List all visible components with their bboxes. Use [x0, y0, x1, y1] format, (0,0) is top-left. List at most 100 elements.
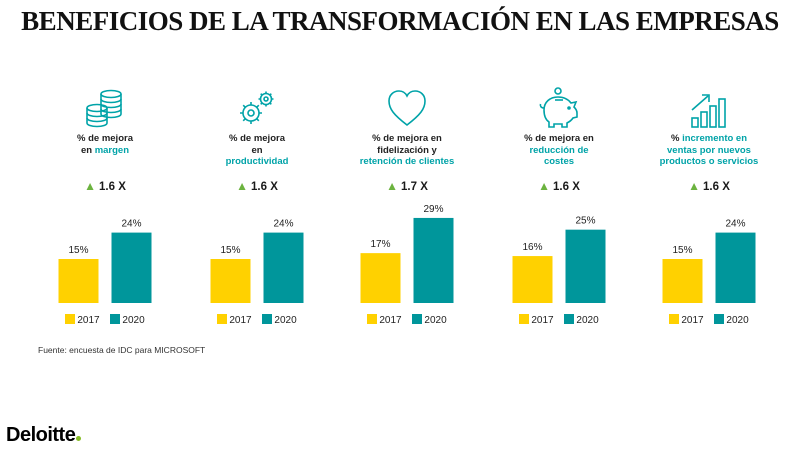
- gears-icon: [234, 86, 280, 132]
- caption-pre: % de mejora en: [77, 133, 133, 156]
- panel-productivity: % de mejora en productividad ▲ 1.6 X 15% 24%…: [179, 78, 335, 338]
- brand-name: Deloitte: [6, 424, 76, 446]
- legend: 2017 2020: [631, 314, 787, 326]
- bar-chart-svg: 17% 29%: [360, 204, 454, 303]
- legend-label-2020: 2020: [576, 315, 599, 326]
- caption: % de mejora en productividad: [179, 133, 335, 168]
- legend-label-2020: 2020: [122, 315, 145, 326]
- caption: % incremento en ventas por nuevos producto…: [631, 133, 787, 168]
- panel-costs: % de mejora en reducción de costes ▲ 1.6 X …: [481, 78, 637, 338]
- growth-chart-icon: [686, 86, 732, 132]
- page-title: BENEFICIOS DE LA TRANSFORMACIÓN EN LAS E…: [21, 6, 779, 36]
- caption-highlight: margen: [94, 144, 130, 156]
- panel-loyalty: % de mejora en fidelización y retención de…: [329, 78, 485, 338]
- multiplier-value: 1.6 X: [553, 181, 580, 193]
- panel-sales: % incremento en ventas por nuevos producto…: [631, 78, 787, 338]
- caption-pre: %: [670, 133, 683, 144]
- caption-post: costes: [543, 156, 575, 167]
- bar-label-2020: 24%: [121, 219, 141, 230]
- bar-2017: [360, 253, 401, 303]
- multiplier: ▲ 1.6 X: [631, 179, 787, 193]
- coins-stack-icon: [82, 86, 128, 132]
- caption: % de mejora en reducción de costes: [481, 133, 637, 168]
- multiplier-value: 1.6 X: [703, 181, 730, 193]
- caption-pre: % de mejora en fidelización y: [372, 133, 442, 156]
- bar-label-2020: 24%: [273, 219, 293, 230]
- legend-label-2017: 2017: [229, 315, 252, 326]
- bar-label-2020: 29%: [423, 204, 443, 215]
- bar-2017: [512, 256, 553, 303]
- legend-label-2017: 2017: [77, 315, 100, 326]
- legend-swatch-2020: [564, 314, 575, 324]
- bar-chart-svg: 15% 24%: [58, 219, 152, 303]
- multiplier: ▲ 1.7 X: [329, 179, 485, 193]
- up-arrow-icon: ▲: [688, 179, 701, 193]
- legend-swatch-2017: [217, 314, 228, 324]
- legend-swatch-2017: [669, 314, 680, 324]
- piggy-bank-icon: [536, 86, 582, 132]
- up-arrow-icon: ▲: [386, 179, 399, 193]
- bar-label-2017: 15%: [68, 245, 88, 256]
- legend-swatch-2017: [367, 314, 378, 324]
- legend-label-2020: 2020: [424, 315, 447, 326]
- legend: 2017 2020: [481, 314, 637, 326]
- panel-margin: % de mejora en margen ▲ 1.6 X 15% 24% 2017 …: [27, 78, 183, 338]
- bar-label-2017: 15%: [672, 245, 692, 256]
- bar-label-2017: 17%: [370, 239, 390, 250]
- caption-highlight: incremento en ventas por nuevos productos …: [659, 133, 759, 167]
- legend-label-2017: 2017: [681, 315, 704, 326]
- legend: 2017 2020: [179, 314, 335, 326]
- bar-chart-loyalty: 17% 29%: [329, 198, 485, 308]
- legend-swatch-2020: [412, 314, 423, 324]
- legend-swatch-2017: [519, 314, 530, 324]
- multiplier-value: 1.6 X: [99, 181, 126, 193]
- legend: 2017 2020: [27, 314, 183, 326]
- legend: 2017 2020: [329, 314, 485, 326]
- bar-chart-productivity: 15% 24%: [179, 198, 335, 308]
- legend-swatch-2020: [110, 314, 121, 324]
- bar-2017: [662, 259, 703, 303]
- heart-icon: [384, 86, 430, 132]
- legend-label-2020: 2020: [274, 315, 297, 326]
- caption-highlight: productividad: [225, 156, 289, 167]
- up-arrow-icon: ▲: [538, 179, 551, 193]
- bar-label-2020: 24%: [725, 219, 745, 230]
- bar-2020: [111, 232, 152, 303]
- caption-highlight: reducción de: [529, 144, 589, 156]
- up-arrow-icon: ▲: [236, 179, 249, 193]
- up-arrow-icon: ▲: [84, 179, 97, 193]
- multiplier-value: 1.7 X: [401, 181, 428, 193]
- multiplier: ▲ 1.6 X: [27, 179, 183, 193]
- legend-label-2017: 2017: [379, 315, 402, 326]
- bar-2017: [58, 259, 99, 303]
- bar-chart-costs: 16% 25%: [481, 198, 637, 308]
- source-note: Fuente: encuesta de IDC para MICROSOFT: [38, 345, 206, 355]
- multiplier-value: 1.6 X: [251, 181, 278, 193]
- caption-highlight: retención de clientes: [359, 156, 455, 167]
- deloitte-logo: Deloitte: [6, 424, 82, 447]
- bar-2020: [715, 232, 756, 303]
- bar-label-2020: 25%: [575, 216, 595, 227]
- bar-chart-svg: 16% 25%: [512, 216, 606, 303]
- legend-label-2017: 2017: [531, 315, 554, 326]
- legend-swatch-2020: [262, 314, 273, 324]
- bar-2020: [565, 229, 606, 303]
- bar-2020: [413, 217, 454, 303]
- multiplier: ▲ 1.6 X: [481, 179, 637, 193]
- bar-label-2017: 16%: [522, 242, 542, 253]
- bar-2017: [210, 259, 251, 303]
- bar-2020: [263, 232, 304, 303]
- bar-label-2017: 15%: [220, 245, 240, 256]
- multiplier: ▲ 1.6 X: [179, 179, 335, 193]
- legend-swatch-2020: [714, 314, 725, 324]
- legend-swatch-2017: [65, 314, 76, 324]
- bar-chart-svg: 15% 24%: [210, 219, 304, 303]
- brand-dot-icon: [76, 436, 82, 441]
- bar-chart-sales: 15% 24%: [631, 198, 787, 308]
- bar-chart-margin: 15% 24%: [27, 198, 183, 308]
- legend-label-2020: 2020: [726, 315, 749, 326]
- caption: % de mejora en fidelización y retención de…: [329, 133, 485, 168]
- caption-pre: % de mejora en: [229, 133, 285, 156]
- bar-chart-svg: 15% 24%: [662, 219, 756, 303]
- caption: % de mejora en margen: [27, 133, 183, 156]
